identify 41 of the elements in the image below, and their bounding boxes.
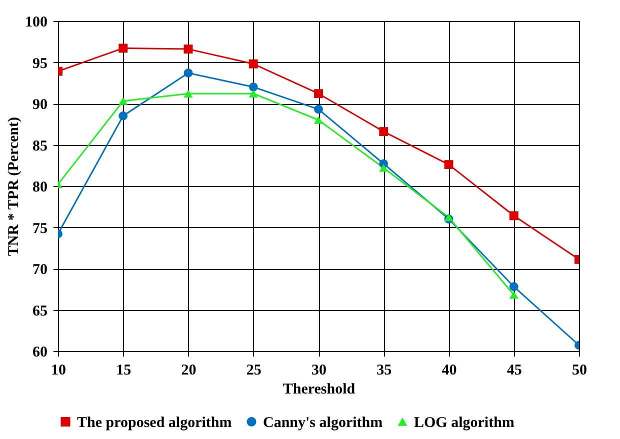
point (379, 164, 388, 172)
y-tick-label: 100 (25, 14, 48, 30)
point (184, 68, 193, 78)
x-tick-label: 30 (312, 362, 326, 378)
y-tick-label: 95 (32, 56, 48, 72)
y-tick-label: 65 (32, 303, 48, 320)
x-tick-label: 25 (246, 362, 262, 378)
y-tick-label: 75 (32, 220, 48, 237)
point (444, 160, 454, 170)
legend-label: The proposed algorithm (77, 414, 232, 431)
point (509, 282, 518, 292)
point (509, 211, 518, 220)
point (314, 116, 323, 124)
x-tick-label: 35 (376, 362, 392, 378)
legend-label: LOG algorithm (414, 414, 515, 431)
y-tick-label: 70 (32, 262, 48, 278)
point (314, 104, 323, 114)
point (184, 90, 193, 98)
point (184, 44, 193, 54)
point (248, 90, 258, 98)
point (248, 82, 258, 92)
point (379, 127, 388, 136)
point (118, 111, 128, 120)
point (118, 97, 128, 105)
x-tick-label: 10 (51, 362, 66, 378)
x-tick-label: 50 (572, 362, 587, 378)
point (118, 44, 128, 53)
x-axis-title: Thereshold (282, 382, 356, 398)
x-tick-label: 20 (181, 362, 196, 378)
point (248, 59, 258, 68)
x-tick-label: 45 (506, 362, 522, 378)
x-tick-label: 15 (116, 362, 132, 378)
point (314, 89, 323, 98)
y-tick-label: 90 (32, 97, 48, 113)
y-axis-title: TNR * TPR (Percent) (6, 116, 22, 256)
legend-label: Canny's algorithm (263, 414, 384, 431)
x-tick-label: 40 (442, 362, 457, 378)
y-tick-label: 60 (32, 344, 48, 360)
point (509, 291, 518, 299)
y-tick-label: 85 (32, 138, 48, 154)
y-tick-label: 80 (32, 180, 48, 196)
